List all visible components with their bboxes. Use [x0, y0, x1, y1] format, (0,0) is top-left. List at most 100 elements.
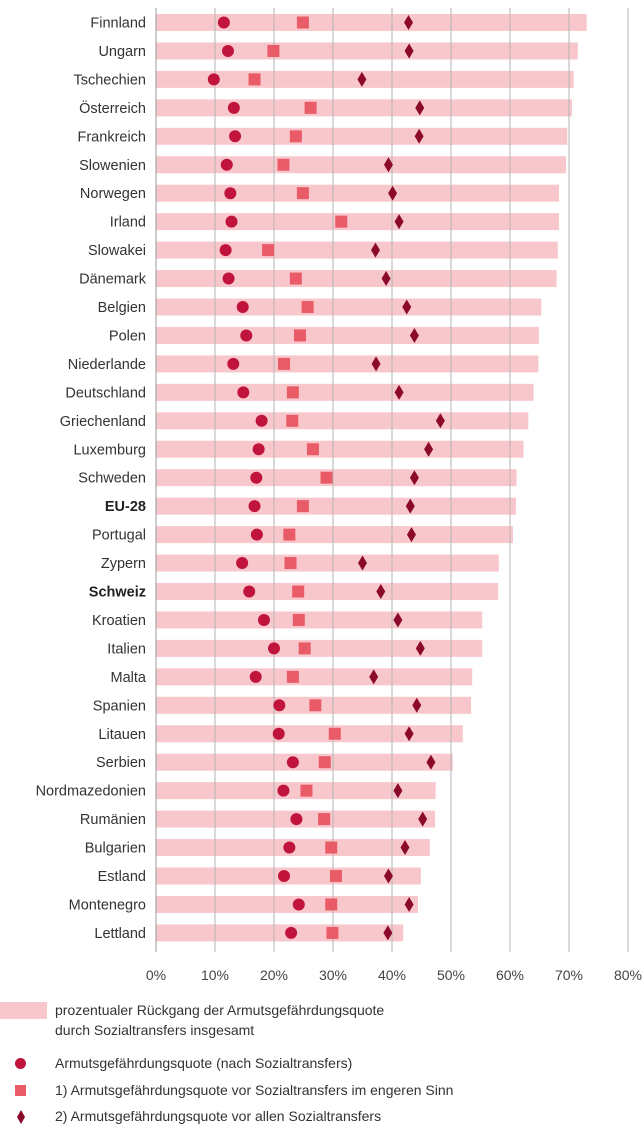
diamond-marker — [404, 43, 414, 59]
square-marker — [267, 44, 280, 57]
circle-marker — [219, 244, 232, 257]
circle-marker — [252, 443, 265, 456]
diamond-marker — [409, 327, 419, 343]
bar-reduction — [156, 753, 453, 771]
diamond-marker — [394, 214, 404, 230]
category-label: Österreich — [79, 99, 146, 117]
square-marker — [278, 357, 291, 370]
bar-reduction — [156, 440, 524, 458]
bar-reduction — [156, 469, 517, 487]
legend-label: 1) Armutsgefährdungsquote vor Sozialtran… — [55, 1080, 453, 1100]
square-marker — [283, 528, 296, 541]
diamond-marker — [404, 15, 414, 30]
legend-label: Armutsgefährdungsquote (nach Sozialtrans… — [55, 1053, 352, 1073]
x-tick-label: 30% — [319, 967, 347, 983]
category-label: Finnland — [90, 16, 146, 32]
legend-symbol-diamond — [17, 1110, 25, 1124]
diamond-marker — [424, 441, 434, 457]
category-label: Zypern — [101, 556, 146, 572]
category-label: EU-28 — [105, 499, 146, 515]
circle-marker — [248, 500, 261, 513]
category-label: Tschechien — [73, 72, 146, 88]
circle-marker — [273, 699, 286, 712]
bar-reduction — [156, 412, 529, 430]
diamond-marker — [400, 840, 410, 856]
x-tick-label: 20% — [260, 967, 288, 983]
bar-reduction — [156, 127, 568, 145]
diamond-marker — [376, 584, 386, 599]
category-label: Slowakei — [88, 243, 146, 259]
diamond-marker — [415, 100, 425, 116]
square-marker — [318, 756, 331, 769]
bar-reduction — [156, 99, 572, 117]
square-marker — [296, 187, 309, 200]
square-marker — [326, 926, 339, 939]
circle-marker — [292, 898, 305, 911]
circle-marker — [268, 642, 280, 655]
legend-symbol-circle — [15, 1058, 26, 1069]
diamond-marker — [405, 498, 415, 514]
circle-marker — [255, 414, 268, 427]
bar-reduction — [156, 526, 513, 544]
bar-reduction — [156, 782, 436, 800]
bar-reduction — [156, 668, 473, 686]
circle-marker — [257, 613, 270, 626]
x-tick-labels: 0% 10% 20% 30% 40% 50% 60% 70% 80% — [146, 967, 642, 983]
circle-marker — [221, 44, 234, 57]
square-marker — [262, 244, 275, 257]
x-tick-label: 40% — [378, 967, 406, 983]
diamond-marker — [383, 925, 393, 941]
bar-layer — [156, 14, 587, 942]
circle-marker — [250, 471, 263, 484]
circle-marker — [285, 926, 298, 939]
square-marker — [293, 329, 306, 342]
diamond-marker — [435, 413, 445, 429]
circle-marker — [286, 756, 299, 769]
dot-bar-chart: Finnland Ungarn Tschechien Österreich Frankr… — [36, 8, 642, 983]
diamond-marker — [393, 612, 403, 628]
circle-marker — [237, 386, 250, 399]
x-tick-label: 50% — [437, 967, 465, 983]
diamond-marker — [409, 470, 419, 486]
diamond-marker — [383, 157, 393, 173]
bar-reduction — [156, 383, 534, 401]
diamond-marker — [370, 242, 380, 258]
circle-marker — [207, 73, 220, 86]
square-marker — [292, 613, 305, 626]
category-label: Griechenland — [60, 414, 146, 430]
circle-marker — [277, 784, 290, 797]
diamond-marker — [358, 555, 367, 571]
category-label: Italien — [107, 641, 146, 657]
diamond-marker — [369, 669, 379, 685]
circle-marker — [283, 841, 296, 854]
x-tick-label: 80% — [614, 967, 642, 983]
diamond-marker — [418, 811, 428, 827]
category-label: Slowenien — [79, 158, 146, 174]
legend-label-line: prozentualer Rückgang der Armutsgefährdu… — [55, 1002, 385, 1018]
diamond-marker — [393, 783, 403, 799]
circle-marker — [227, 101, 240, 114]
square-marker — [301, 301, 314, 313]
diamond-marker — [388, 185, 398, 201]
category-label: Dänemark — [79, 272, 147, 288]
category-label: Montenegro — [69, 897, 146, 913]
category-label: Ungarn — [98, 44, 146, 60]
bar-reduction — [156, 241, 558, 259]
category-label: Serbien — [96, 755, 146, 771]
bar-reduction — [156, 298, 542, 316]
chart-area: Finnland Ungarn Tschechien Österreich Frankr… — [36, 8, 642, 983]
square-marker — [277, 158, 290, 171]
square-marker — [296, 500, 309, 513]
square-marker — [328, 727, 341, 740]
square-marker — [318, 813, 331, 826]
square-marker — [304, 101, 317, 114]
bar-reduction — [156, 355, 539, 373]
square-marker — [325, 898, 338, 911]
square-marker — [320, 471, 333, 484]
category-label: Bulgarien — [85, 841, 146, 857]
category-label: Portugal — [92, 528, 146, 544]
legend-label-line: 2) Armutsgefährdungsquote vor allen Sozi… — [55, 1108, 382, 1124]
category-label: Lettland — [94, 926, 146, 942]
diamond-marker — [383, 868, 393, 884]
circle-marker — [236, 301, 249, 313]
